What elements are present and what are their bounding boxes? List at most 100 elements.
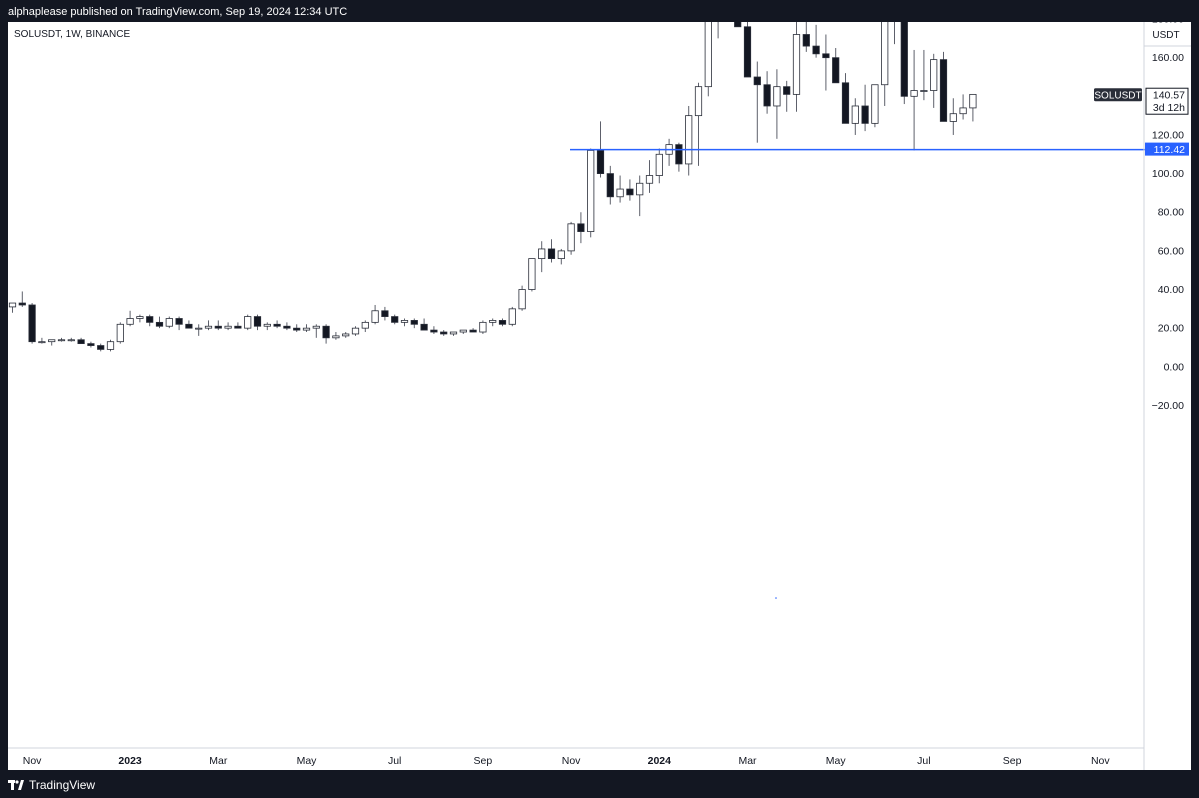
candle[interactable] xyxy=(126,310,134,327)
candle[interactable] xyxy=(489,318,497,327)
candle[interactable] xyxy=(342,332,350,338)
candle[interactable] xyxy=(18,291,26,307)
candle[interactable] xyxy=(910,49,918,151)
candle[interactable] xyxy=(106,339,115,352)
candle[interactable] xyxy=(636,175,644,217)
candle[interactable] xyxy=(528,258,536,292)
candle[interactable] xyxy=(400,318,409,327)
candle[interactable] xyxy=(479,320,487,334)
candle[interactable] xyxy=(28,303,36,344)
candle[interactable] xyxy=(900,22,908,105)
candle[interactable] xyxy=(440,330,448,336)
candle[interactable] xyxy=(410,318,418,329)
candle[interactable] xyxy=(302,324,311,333)
candle[interactable] xyxy=(616,175,624,203)
candle[interactable] xyxy=(332,332,340,340)
candle[interactable] xyxy=(244,314,252,331)
candle[interactable] xyxy=(381,306,389,321)
candle[interactable] xyxy=(832,48,840,84)
candle[interactable] xyxy=(146,314,154,327)
candle[interactable] xyxy=(675,142,683,172)
candle[interactable] xyxy=(273,320,281,329)
candle[interactable] xyxy=(930,53,938,108)
candle[interactable] xyxy=(214,320,222,331)
candle[interactable] xyxy=(361,320,369,333)
candle[interactable] xyxy=(175,316,183,331)
candle[interactable] xyxy=(420,318,428,331)
candle[interactable] xyxy=(459,329,467,334)
candle[interactable] xyxy=(195,324,203,336)
candle[interactable] xyxy=(77,337,85,345)
candle[interactable] xyxy=(283,322,291,331)
candle[interactable] xyxy=(694,82,703,166)
candle[interactable] xyxy=(391,314,399,325)
candle[interactable] xyxy=(577,212,585,244)
candle[interactable] xyxy=(38,337,46,344)
candle[interactable] xyxy=(606,165,614,205)
candle[interactable] xyxy=(812,24,820,58)
candle[interactable] xyxy=(881,22,889,106)
candle[interactable] xyxy=(430,326,438,334)
candle[interactable] xyxy=(655,148,663,184)
candle[interactable] xyxy=(665,138,673,166)
candle[interactable] xyxy=(851,98,859,135)
candle[interactable] xyxy=(822,34,830,91)
candle[interactable] xyxy=(792,22,801,112)
candle[interactable] xyxy=(253,314,262,331)
candle[interactable] xyxy=(449,331,458,336)
candle[interactable] xyxy=(469,328,477,333)
candle[interactable] xyxy=(969,93,977,122)
candle[interactable] xyxy=(783,80,791,112)
candle[interactable] xyxy=(116,322,124,344)
candle[interactable] xyxy=(293,324,301,333)
candle[interactable] xyxy=(371,304,379,325)
candle[interactable] xyxy=(587,148,595,238)
candle[interactable] xyxy=(351,326,360,336)
candle[interactable] xyxy=(312,324,320,338)
candle[interactable] xyxy=(861,84,869,132)
candle[interactable] xyxy=(841,73,850,124)
candle[interactable] xyxy=(263,322,271,331)
candle[interactable] xyxy=(871,84,879,128)
candle[interactable] xyxy=(165,316,173,329)
candle[interactable] xyxy=(136,314,144,323)
currency-label[interactable]: USDT xyxy=(1152,30,1179,41)
candle[interactable] xyxy=(645,160,654,193)
candle[interactable] xyxy=(498,318,507,327)
candle[interactable] xyxy=(234,322,242,329)
candle[interactable] xyxy=(734,22,742,28)
candle[interactable] xyxy=(224,322,232,331)
time-axis[interactable]: Nov 2023 Mar May Jul Sep Nov 2024 Mar May Jul Sep No… xyxy=(8,747,1191,767)
candle[interactable] xyxy=(959,94,967,120)
candlestick-chart[interactable]: 320.00300.00280.00260.00240.00220.00200.… xyxy=(8,14,1191,770)
price-axis[interactable]: 320.00300.00280.00260.00240.00220.00200.… xyxy=(1094,14,1191,770)
candle[interactable] xyxy=(547,239,556,263)
candle[interactable] xyxy=(763,71,771,114)
candle[interactable] xyxy=(743,22,752,78)
candle[interactable] xyxy=(508,306,516,327)
candle[interactable] xyxy=(87,341,95,348)
candle[interactable] xyxy=(891,22,897,45)
candle[interactable] xyxy=(322,324,330,344)
candle[interactable] xyxy=(557,248,565,265)
candle[interactable] xyxy=(67,337,75,342)
support-line-badge[interactable]: 112.42 xyxy=(1145,142,1189,157)
candle[interactable] xyxy=(626,179,634,201)
candle[interactable] xyxy=(567,221,575,255)
candle[interactable] xyxy=(939,51,948,122)
tradingview-logo[interactable]: TradingView xyxy=(8,778,95,792)
candle[interactable] xyxy=(185,320,193,329)
candle[interactable] xyxy=(155,316,164,329)
candle[interactable] xyxy=(704,22,712,97)
candle[interactable] xyxy=(518,285,526,311)
chart-frame[interactable]: 320.00300.00280.00260.00240.00220.00200.… xyxy=(8,14,1191,770)
candle[interactable] xyxy=(753,61,761,143)
plot-area[interactable] xyxy=(8,22,977,352)
candle[interactable] xyxy=(538,241,546,273)
candle[interactable] xyxy=(57,337,66,342)
candle[interactable] xyxy=(920,49,928,101)
candle[interactable] xyxy=(48,339,56,346)
candle[interactable] xyxy=(204,320,213,331)
candle[interactable] xyxy=(8,302,17,313)
